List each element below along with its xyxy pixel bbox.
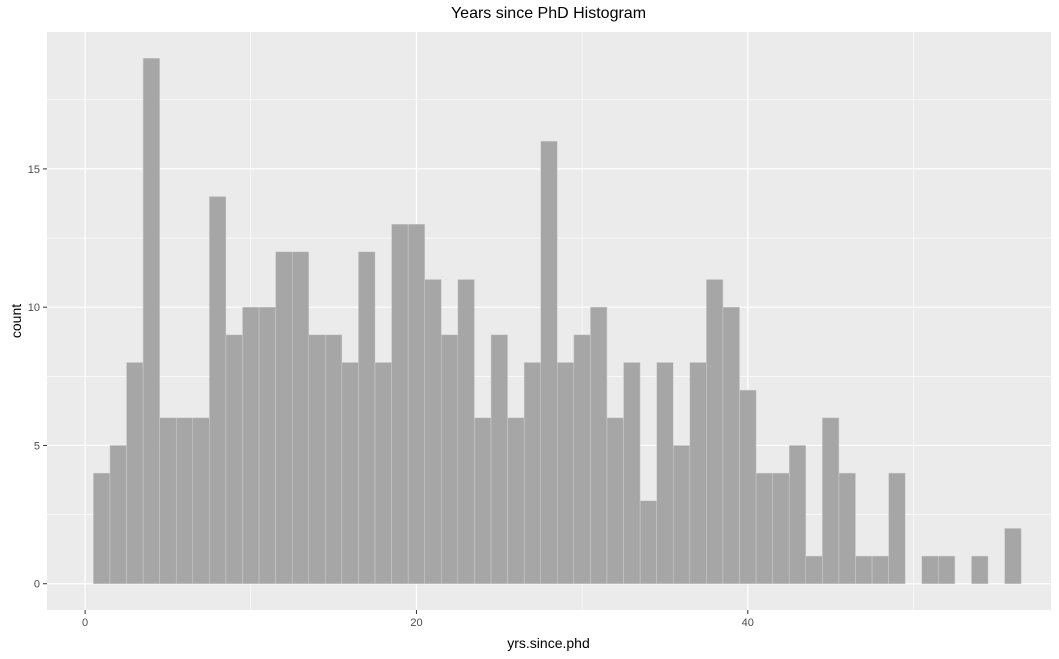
histogram-bar [308, 334, 326, 584]
histogram-bar [557, 362, 575, 584]
y-tick-label: 15 [28, 164, 40, 176]
histogram-bar [441, 334, 459, 584]
histogram-bar [242, 306, 260, 584]
y-tick-label: 10 [28, 302, 40, 314]
histogram-bar [706, 279, 724, 584]
histogram-bar [126, 362, 144, 584]
histogram-bar [374, 362, 392, 584]
histogram-bar [325, 334, 343, 584]
histogram-bar [358, 251, 376, 584]
histogram-bar [507, 417, 525, 584]
histogram-bar [142, 58, 160, 584]
histogram-bar [590, 306, 608, 584]
histogram-bar [788, 445, 807, 584]
histogram-bar [689, 362, 707, 584]
histogram-bar [755, 472, 773, 584]
histogram-bar [971, 555, 989, 584]
histogram-bar [938, 555, 956, 584]
histogram-bar [921, 555, 939, 584]
x-tick-label: 20 [410, 617, 422, 629]
histogram-bar [540, 140, 558, 584]
histogram-bar [838, 472, 856, 584]
histogram-bar [109, 445, 127, 584]
histogram-bar [623, 362, 641, 584]
x-axis: 0 20 40 [82, 610, 754, 629]
histogram-bar [175, 417, 194, 584]
histogram-bar [407, 223, 425, 584]
histogram-bar [888, 472, 906, 584]
histogram-bar [805, 555, 823, 584]
histogram-bar [391, 223, 409, 584]
histogram-bar [822, 417, 840, 584]
histogram-bar [225, 334, 243, 584]
histogram-bar [855, 555, 873, 584]
histogram-bar [606, 417, 624, 584]
x-tick-label: 40 [742, 617, 754, 629]
histogram-bar [457, 279, 475, 584]
histogram-bar [275, 251, 293, 584]
histogram-bar [474, 417, 492, 584]
histogram-bar [424, 279, 442, 584]
x-tick-label: 0 [82, 617, 88, 629]
y-tick-label: 0 [34, 579, 40, 591]
histogram-bar [772, 472, 790, 584]
histogram-bar [871, 555, 889, 584]
y-axis: 0 5 10 15 [28, 164, 47, 591]
histogram-bar [673, 445, 691, 584]
histogram-bar [523, 362, 541, 584]
histogram-bar [258, 306, 276, 584]
histogram-bar [209, 196, 227, 584]
histogram-bar [159, 417, 177, 584]
histogram-bar [1004, 528, 1022, 584]
x-axis-label: yrs.since.phd [507, 635, 590, 651]
histogram-bar [722, 306, 740, 584]
y-tick-label: 5 [34, 440, 40, 452]
histogram-bar [341, 362, 359, 584]
histogram-bar [739, 389, 757, 584]
histogram-bar [490, 334, 508, 584]
bars [93, 58, 1022, 584]
y-axis-label: count [8, 303, 24, 339]
histogram-bar [291, 251, 310, 584]
histogram-bar [656, 362, 674, 584]
histogram-bar [192, 417, 210, 584]
chart-title: Years since PhD Histogram [450, 5, 647, 22]
histogram-bar [573, 334, 591, 584]
histogram-bar [93, 472, 111, 584]
histogram-bar [639, 500, 657, 584]
